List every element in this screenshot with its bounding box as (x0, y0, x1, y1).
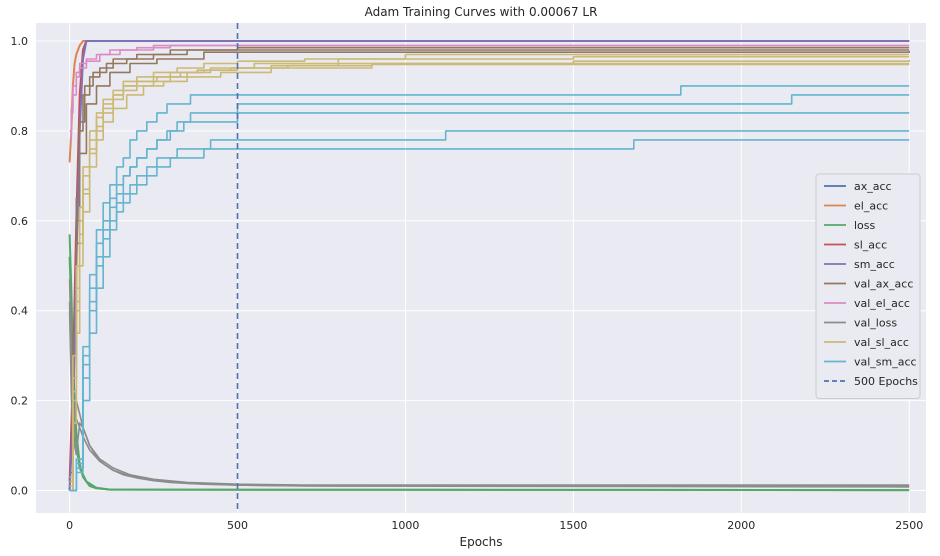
chart-title: Adam Training Curves with 0.00067 LR (365, 5, 598, 19)
y-tick-label: 0.8 (11, 125, 29, 138)
legend-label: 500 Epochs (854, 375, 918, 388)
x-tick-label: 500 (227, 519, 248, 532)
x-tick-label: 0 (66, 519, 73, 532)
x-tick-label: 2000 (727, 519, 755, 532)
x-tick-labels: 0 500 1000 1500 2000 2500 (66, 519, 923, 532)
series-line-val-sl-acc (69, 63, 910, 487)
y-tick-labels: 0.0 0.2 0.4 0.6 0.8 1.0 (11, 35, 29, 498)
x-tick-label: 2500 (895, 519, 923, 532)
y-tick-label: 0.0 (11, 485, 29, 498)
x-tick-label: 1500 (559, 519, 587, 532)
series-line-val-sm-acc (69, 85, 910, 492)
legend-label: val_sm_acc (854, 356, 917, 369)
series-line-val-sm-acc (69, 130, 910, 492)
x-axis-label: Epochs (460, 535, 503, 549)
y-tick-label: 0.6 (11, 215, 29, 228)
legend-label: val_ax_acc (854, 278, 913, 291)
y-tick-label: 1.0 (11, 35, 29, 48)
legend-label: val_sl_acc (854, 336, 909, 349)
legend-label: val_el_acc (854, 297, 910, 310)
legend-label: sl_acc (854, 239, 887, 252)
legend-label: loss (854, 219, 876, 232)
y-tick-label: 0.2 (11, 395, 29, 408)
legend-label: el_acc (854, 200, 888, 213)
series-line-val-loss (68, 301, 910, 486)
series-layer (68, 40, 910, 492)
series-line-val-sm-acc (69, 94, 910, 492)
series-line-val-loss (68, 310, 910, 488)
y-tick-label: 0.4 (11, 305, 29, 318)
legend-label: val_loss (854, 317, 897, 330)
legend-label: sm_acc (854, 258, 895, 271)
x-tick-label: 1000 (391, 519, 419, 532)
series-line-val-el-acc (69, 44, 910, 141)
legend-label: ax_acc (854, 180, 892, 193)
